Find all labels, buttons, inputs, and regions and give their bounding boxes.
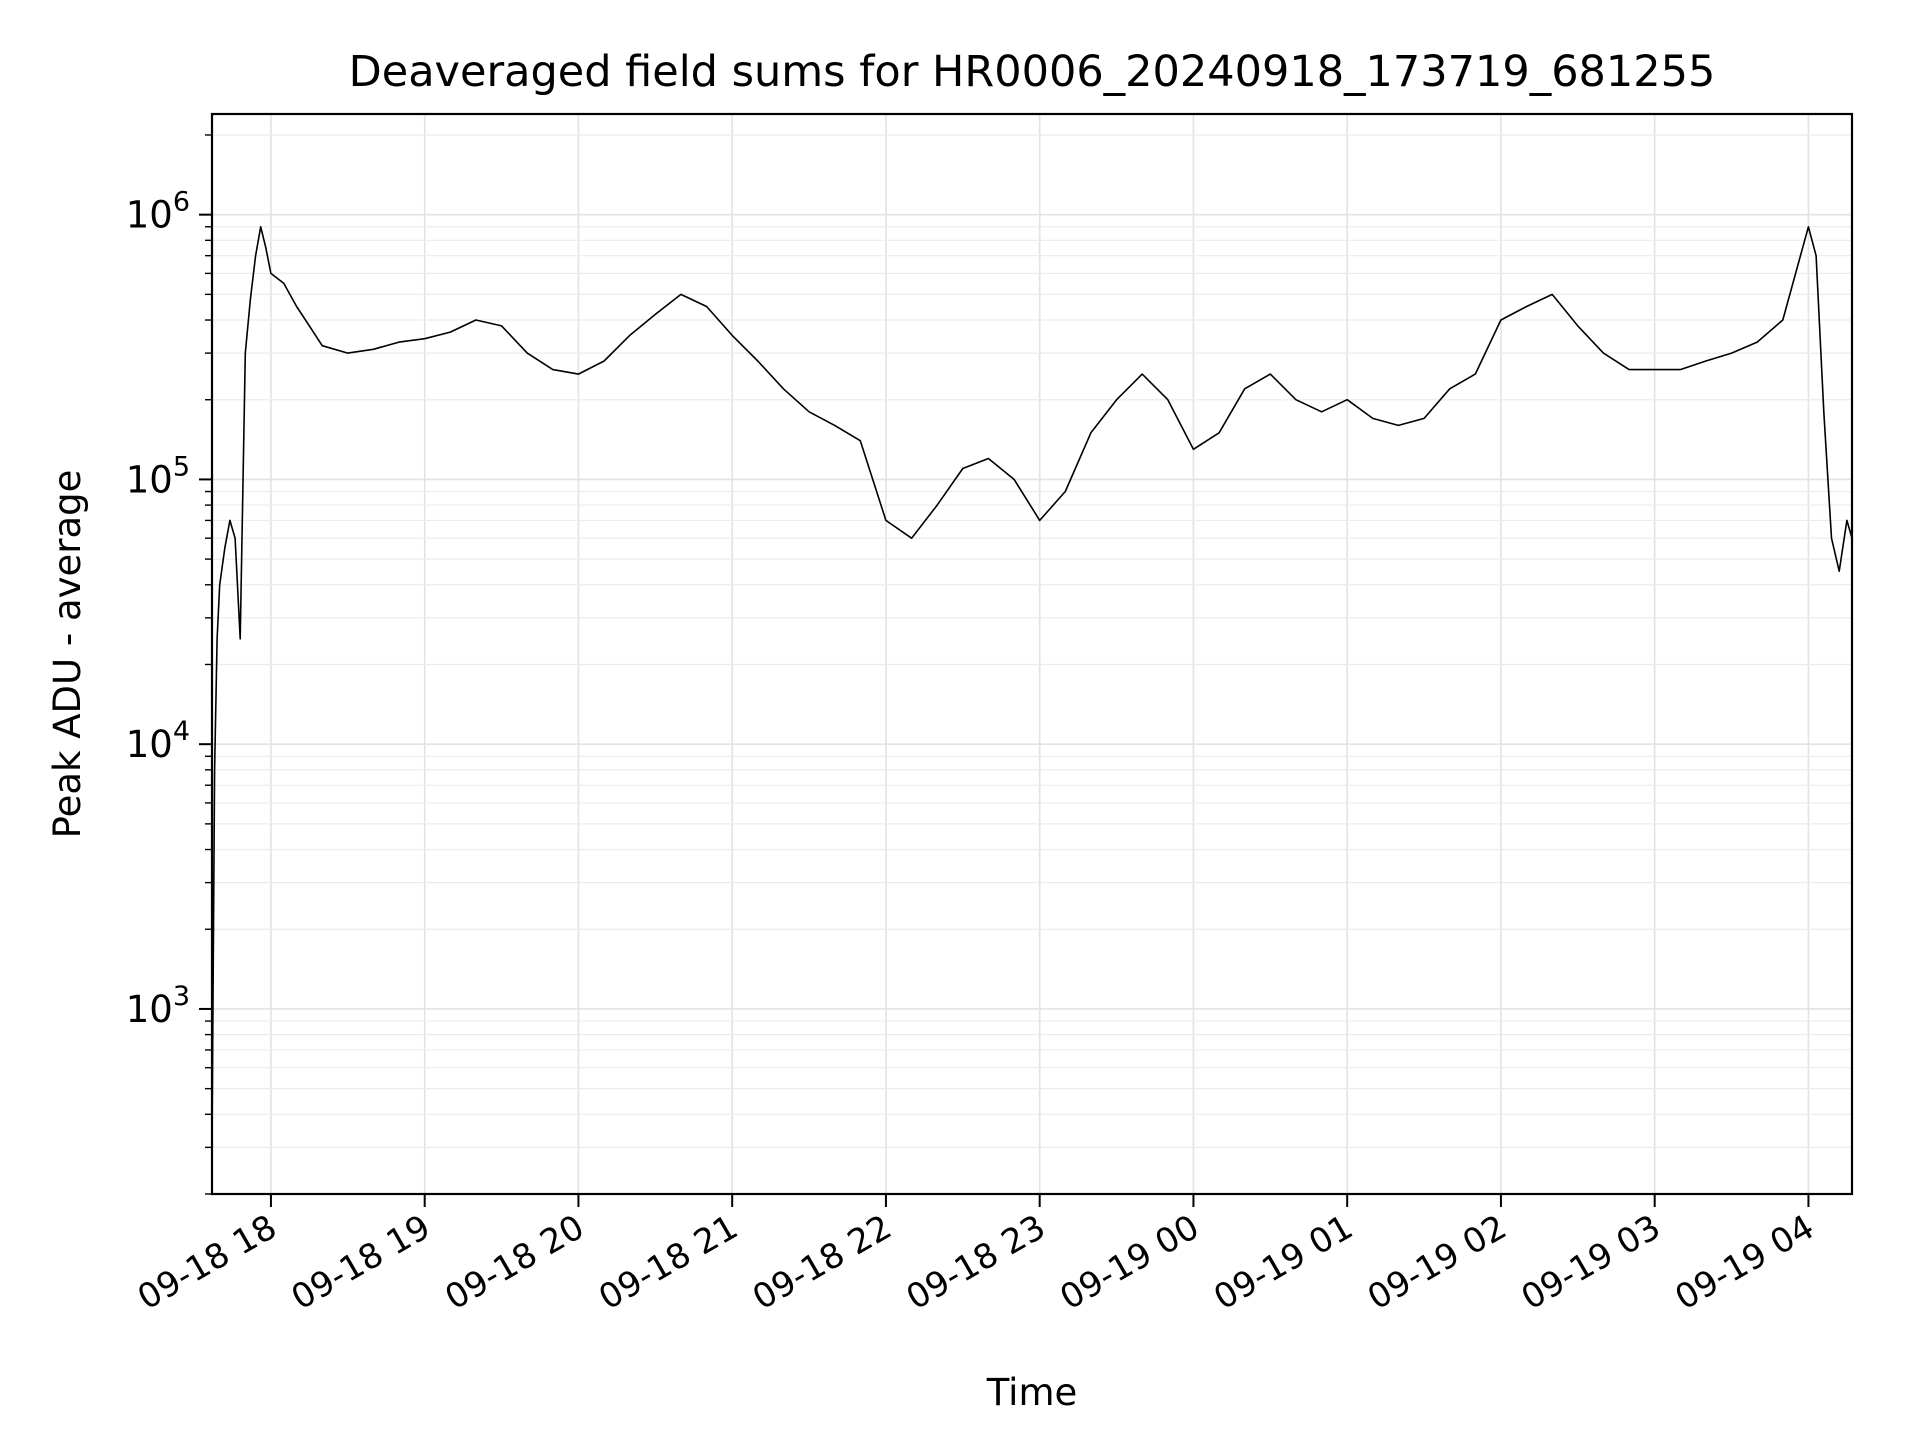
grid (212, 114, 1852, 1195)
series-line (211, 226, 1853, 1148)
y-tick-label: 105 (126, 451, 190, 501)
x-axis-label: Time (986, 1371, 1078, 1414)
y-tick-label: 103 (126, 981, 190, 1031)
chart-title: Deaveraged field sums for HR0006_2024091… (349, 47, 1716, 97)
plot-area-frame (210, 112, 1854, 1196)
y-axis-ticks: 103 104 105 106 (126, 134, 212, 1195)
y-tick-label: 106 (126, 187, 190, 237)
y-axis-label: Peak ADU - average (46, 470, 89, 839)
y-tick-label: 104 (126, 716, 190, 766)
